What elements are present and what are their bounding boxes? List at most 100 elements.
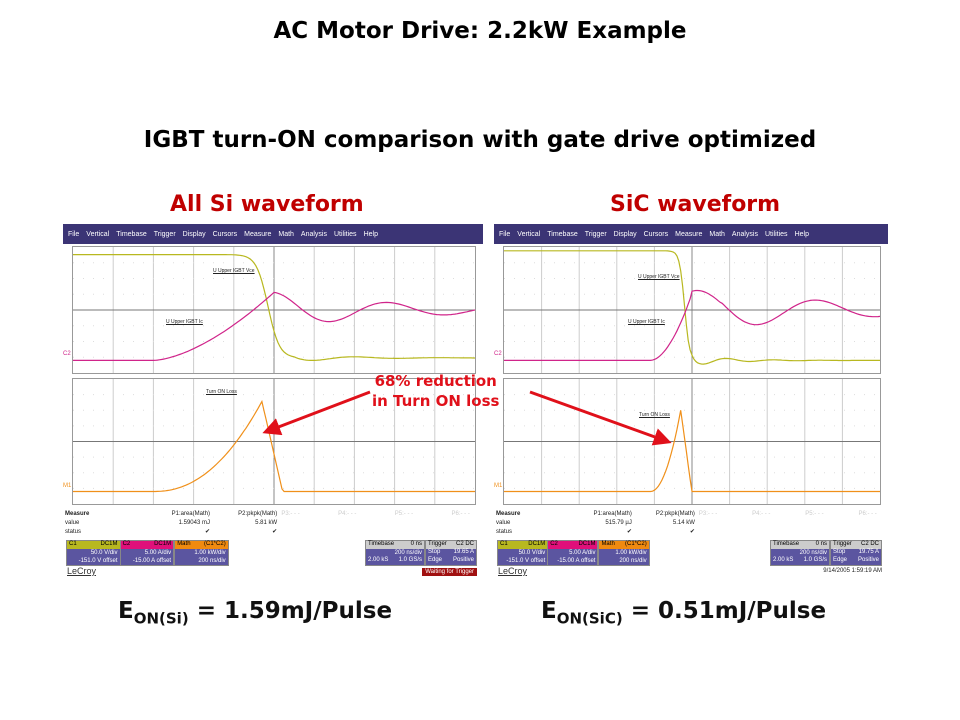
timebase-rate: 1.0 GS/s: [398, 557, 422, 563]
menu-item[interactable]: File: [499, 230, 511, 238]
channel-name: C1: [69, 541, 77, 547]
ic-trace: [73, 291, 475, 361]
menu-item[interactable]: Cursors: [212, 230, 238, 238]
scope-footer: 9/14/2005 1:59:19 AM: [823, 568, 882, 574]
menu-item[interactable]: Math: [278, 230, 294, 238]
channel-math-box[interactable]: Math (C1*C2) 1.00 kW/div 200 ns/div: [598, 540, 650, 566]
c2-marker: C2: [63, 351, 71, 357]
slide-title: AC Motor Drive: 2.2kW Example: [273, 18, 687, 44]
menu-item[interactable]: Help: [794, 230, 809, 238]
measure-p2[interactable]: P2:pkpk(Math): [655, 511, 695, 517]
trigger-box[interactable]: Trigger C2 DC Stop 19.65 A Edge Positive: [425, 540, 477, 566]
channel-name: C2: [550, 541, 558, 547]
menu-item[interactable]: Math: [709, 230, 725, 238]
menu-item[interactable]: Timebase: [547, 230, 578, 238]
channel-math-box[interactable]: Math (C1*C2) 1.00 kW/div 200 ns/div: [174, 540, 229, 566]
trigger-slope: Positive: [857, 557, 879, 563]
label-vce: U Upper IGBT Vce: [638, 274, 680, 280]
callout-line2: in Turn ON loss: [372, 392, 500, 410]
measure-p5[interactable]: P5:- - -: [394, 511, 414, 517]
measure-p4[interactable]: P4:- - -: [338, 511, 357, 517]
measure-p2[interactable]: P2:pkpk(Math): [238, 511, 278, 517]
menu-item[interactable]: Utilities: [334, 230, 357, 238]
channel-tag: (C1*C2): [204, 541, 226, 547]
channel-scale: 50.0 V/div: [518, 550, 546, 556]
c2-marker: C2: [494, 351, 502, 357]
timebase-box[interactable]: Timebase 0 ns 200 ns/div 2.00 kS 1.0 GS/s: [770, 540, 830, 566]
menu-item[interactable]: Utilities: [765, 230, 788, 238]
measure-p1-value: 1.59043 mJ: [178, 520, 210, 526]
menu-item[interactable]: Trigger: [153, 230, 176, 238]
trigger-box[interactable]: Trigger C2 DC Stop 19.75 A Edge Positive: [830, 540, 882, 566]
measure-p6[interactable]: P6:- - -: [858, 511, 877, 517]
channel-tag: DC1M: [528, 541, 546, 547]
trigger-level: 19.75 A: [858, 549, 879, 555]
menu-item[interactable]: Help: [363, 230, 378, 238]
ic-trace: [504, 289, 880, 361]
measure-p1[interactable]: P1:area(Math): [171, 511, 210, 517]
measure-row-status: status: [496, 529, 513, 535]
channel-scale: 5.00 A/div: [569, 550, 596, 556]
label-loss: Turn ON Loss: [206, 389, 237, 395]
measure-title: Measure: [496, 511, 521, 517]
menu-item[interactable]: Display: [613, 230, 637, 238]
menu-item[interactable]: Trigger: [584, 230, 607, 238]
eon-symbol: E: [541, 598, 557, 624]
menu-item[interactable]: Timebase: [116, 230, 147, 238]
measure-row-status: status: [65, 529, 82, 535]
status-check-icon: ✔: [272, 529, 278, 535]
label-loss: Turn ON Loss: [639, 412, 670, 418]
menu-item[interactable]: Display: [182, 230, 206, 238]
timebase-samples: 2.00 kS: [773, 557, 794, 563]
timebase-delay: 0 ns: [815, 541, 827, 547]
turn-on-loss-trace: [73, 399, 475, 493]
channel-offset: -15.00 A offset: [557, 558, 596, 564]
channel-tag: DC1M: [154, 541, 172, 547]
measure-p4[interactable]: P4:- - -: [752, 511, 771, 517]
measure-p3[interactable]: P3:- - -: [281, 511, 300, 517]
trigger-level: 19.65 A: [453, 549, 474, 555]
status-check-icon: ✔: [626, 529, 632, 535]
trigger-mode: Stop: [833, 549, 846, 555]
m1-marker: M1: [494, 483, 503, 489]
eon-value: = 0.51mJ/Pulse: [622, 598, 827, 624]
trigger-tag: C2 DC: [860, 541, 879, 547]
channel-tag: DC1M: [578, 541, 596, 547]
right-heading: SiC waveform: [610, 192, 781, 217]
measure-p3[interactable]: P3:- - -: [698, 511, 718, 517]
channel-offset: -151.0 V offset: [78, 558, 118, 564]
left-heading: All Si waveform: [170, 192, 364, 217]
timebase-title: Timebase: [773, 541, 800, 547]
menu-item[interactable]: Vertical: [86, 230, 110, 238]
measure-p5[interactable]: P5:- - -: [805, 511, 824, 517]
lecroy-logo: LeCroy: [498, 566, 528, 576]
label-vce: U Upper IGBT Vce: [213, 268, 255, 274]
menu-item[interactable]: Analysis: [731, 230, 758, 238]
measure-p2-value: 5.14 kW: [672, 520, 695, 526]
menu-item[interactable]: Measure: [244, 230, 272, 238]
label-ic: U Upper IGBT Ic: [166, 319, 203, 325]
measure-p6[interactable]: P6:- - -: [451, 511, 470, 517]
channel-c2b-box[interactable]: C2 DC1M 5.00 A/div -15.00 A offset: [119, 540, 175, 566]
scope-footer: Waiting for Trigger: [422, 568, 477, 576]
channel-scale: 1.00 kW/div: [615, 550, 647, 556]
timebase-box[interactable]: Timebase 0 ns 200 ns/div 2.00 kS 1.0 GS/s: [365, 540, 425, 566]
channel-c1-box[interactable]: C1 DC1M 50.0 V/div -151.0 V offset: [497, 540, 549, 566]
channel-scale: 5.00 A/div: [144, 550, 172, 556]
menu-item[interactable]: Measure: [675, 230, 703, 238]
channel-c1-box[interactable]: C1 DC1M 50.0 V/div -151.0 V offset: [66, 540, 121, 566]
upper-grid: [72, 246, 476, 374]
menu-item[interactable]: Analysis: [300, 230, 327, 238]
channel-offset: 200 ns/div: [198, 558, 226, 564]
menu-item[interactable]: File: [68, 230, 80, 238]
channel-name: Math: [601, 541, 615, 547]
scope-all-si: File Vertical Timebase Trigger Display Cursor…: [63, 224, 483, 580]
lower-grid: [503, 378, 881, 505]
channel-c2b-box[interactable]: C2 DC1M 5.00 A/div -15.00 A offset: [547, 540, 599, 566]
measure-title: Measure: [65, 511, 90, 517]
menu-item[interactable]: Vertical: [517, 230, 541, 238]
timebase-scale: 200 ns/div: [394, 550, 422, 556]
menu-item[interactable]: Cursors: [643, 230, 669, 238]
trigger-title: Trigger: [833, 541, 852, 547]
measure-p1[interactable]: P1:area(Math): [593, 511, 632, 517]
